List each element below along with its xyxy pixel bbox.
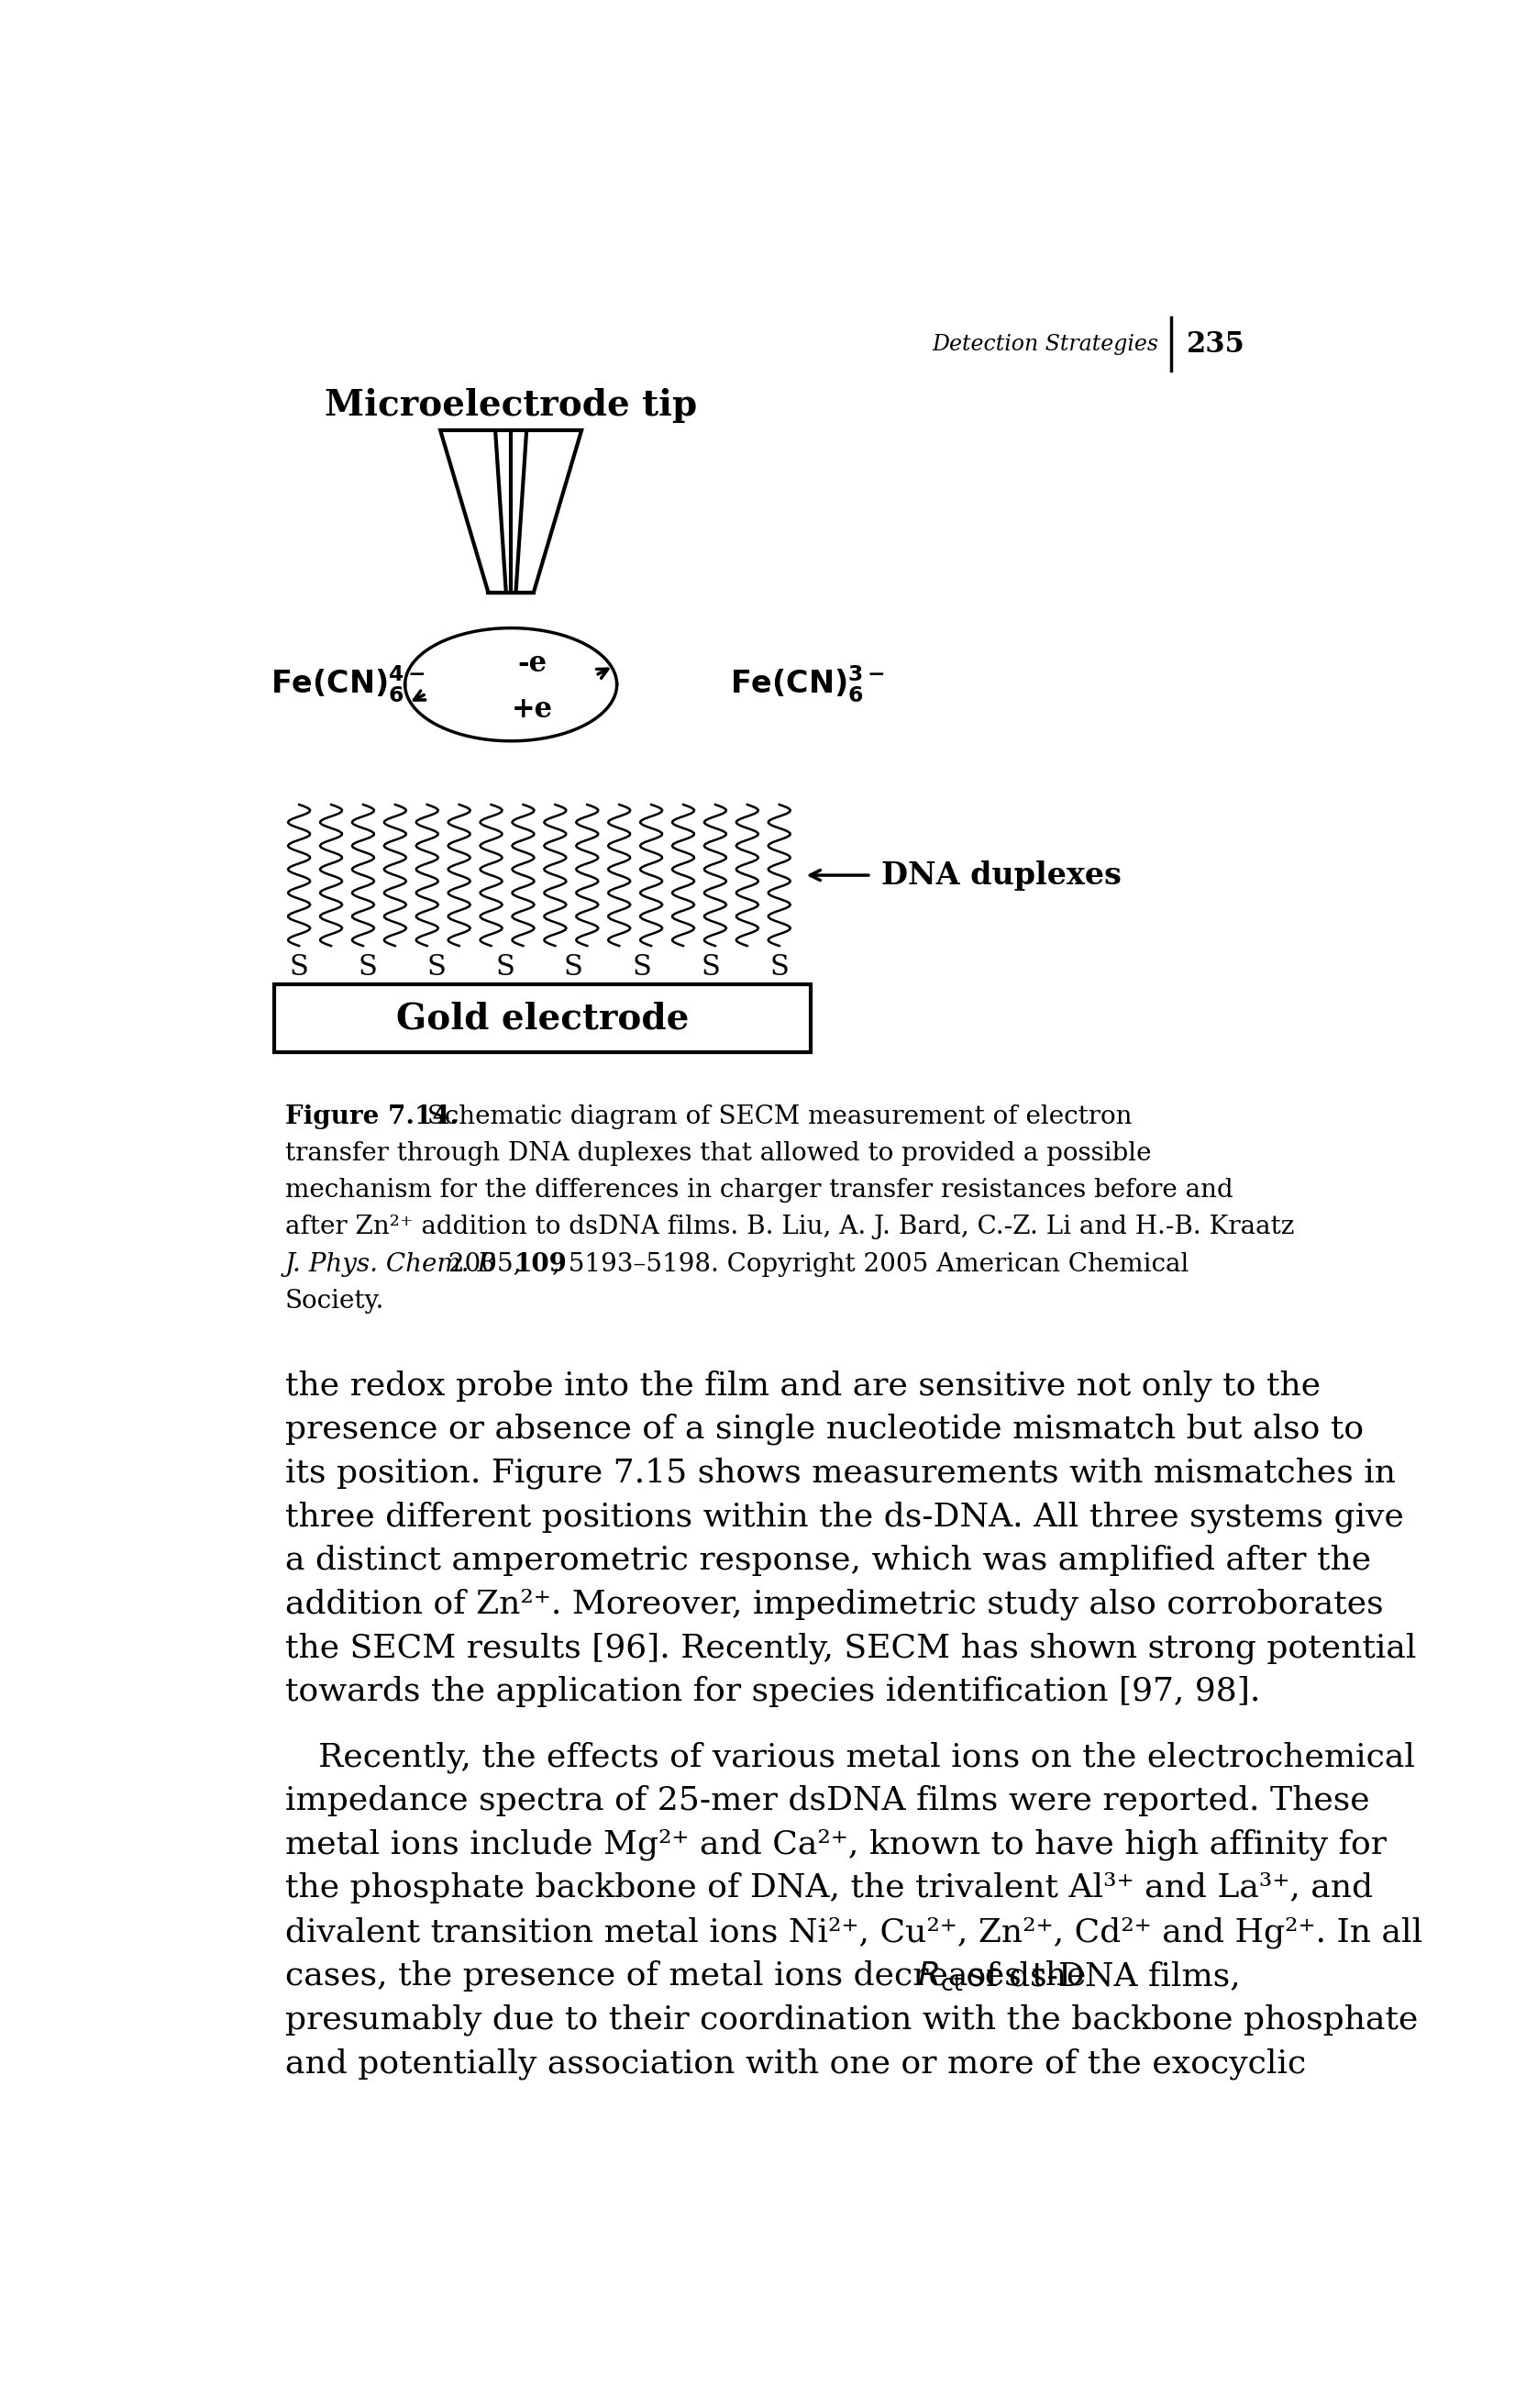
Text: S: S	[564, 954, 583, 982]
Text: mechanism for the differences in charger transfer resistances before and: mechanism for the differences in charger…	[285, 1178, 1233, 1204]
Text: Schematic diagram of SECM measurement of electron: Schematic diagram of SECM measurement of…	[411, 1105, 1132, 1129]
Text: Detection Strategies: Detection Strategies	[932, 332, 1159, 354]
Text: $R_{\rm ct}$: $R_{\rm ct}$	[917, 1960, 964, 1991]
Text: and potentially association with one or more of the exocyclic: and potentially association with one or …	[285, 2047, 1306, 2081]
Text: $\mathbf{Fe(CN)_6^{4-}}$: $\mathbf{Fe(CN)_6^{4-}}$	[271, 665, 426, 706]
Text: the SECM results [96]. Recently, SECM has shown strong potential: the SECM results [96]. Recently, SECM ha…	[285, 1633, 1417, 1664]
Text: metal ions include Mg²⁺ and Ca²⁺, known to have high affinity for: metal ions include Mg²⁺ and Ca²⁺, known …	[285, 1828, 1386, 1861]
Text: the phosphate backbone of DNA, the trivalent Al³⁺ and La³⁺, and: the phosphate backbone of DNA, the triva…	[285, 1873, 1373, 1905]
Text: Recently, the effects of various metal ions on the electrochemical: Recently, the effects of various metal i…	[285, 1741, 1415, 1772]
Text: S: S	[701, 954, 720, 982]
Text: addition of Zn²⁺. Moreover, impedimetric study also corroborates: addition of Zn²⁺. Moreover, impedimetric…	[285, 1589, 1383, 1621]
Text: Figure 7.14.: Figure 7.14.	[285, 1105, 459, 1129]
Text: cases, the presence of metal ions decreases the: cases, the presence of metal ions decrea…	[285, 1960, 1097, 1991]
Text: , 5193–5198. Copyright 2005 American Chemical: , 5193–5198. Copyright 2005 American Che…	[551, 1252, 1189, 1276]
Text: 109: 109	[514, 1252, 567, 1276]
Text: Society.: Society.	[285, 1288, 385, 1312]
Text: DNA duplexes: DNA duplexes	[882, 860, 1121, 891]
Text: S: S	[495, 954, 515, 982]
Bar	[274, 985, 811, 1052]
Text: Microelectrode tip: Microelectrode tip	[324, 388, 697, 424]
Text: of ds-DNA films,: of ds-DNA films,	[956, 1960, 1241, 1991]
Text: after Zn²⁺ addition to dsDNA films. B. Liu, A. J. Bard, C.-Z. Li and H.-B. Kraat: after Zn²⁺ addition to dsDNA films. B. L…	[285, 1216, 1294, 1240]
Text: presence or absence of a single nucleotide mismatch but also to: presence or absence of a single nucleoti…	[285, 1413, 1364, 1445]
Text: S: S	[358, 954, 377, 982]
Text: its position. Figure 7.15 shows measurements with mismatches in: its position. Figure 7.15 shows measurem…	[285, 1457, 1395, 1488]
Text: three different positions within the ds-DNA. All three systems give: three different positions within the ds-…	[285, 1500, 1404, 1534]
Text: 2005,: 2005,	[441, 1252, 530, 1276]
Text: J. Phys. Chem. B: J. Phys. Chem. B	[285, 1252, 497, 1276]
Text: Gold electrode: Gold electrode	[397, 1002, 689, 1035]
Text: S: S	[289, 954, 309, 982]
Polygon shape	[441, 431, 582, 592]
Text: S: S	[632, 954, 651, 982]
Text: 235: 235	[1186, 330, 1245, 359]
Text: towards the application for species identification [97, 98].: towards the application for species iden…	[285, 1676, 1260, 1707]
Text: a distinct amperometric response, which was amplified after the: a distinct amperometric response, which …	[285, 1546, 1371, 1575]
Text: +e: +e	[512, 696, 553, 722]
Text: S: S	[427, 954, 445, 982]
Text: divalent transition metal ions Ni²⁺, Cu²⁺, Zn²⁺, Cd²⁺ and Hg²⁺. In all: divalent transition metal ions Ni²⁺, Cu²…	[285, 1917, 1423, 1948]
Text: transfer through DNA duplexes that allowed to provided a possible: transfer through DNA duplexes that allow…	[285, 1141, 1151, 1165]
Text: impedance spectra of 25-mer dsDNA films were reported. These: impedance spectra of 25-mer dsDNA films …	[285, 1784, 1370, 1816]
Text: presumably due to their coordination with the backbone phosphate: presumably due to their coordination wit…	[285, 2003, 1418, 2035]
Text: the redox probe into the film and are sensitive not only to the: the redox probe into the film and are se…	[285, 1370, 1321, 1401]
Text: $\mathbf{Fe(CN)_6^{3-}}$: $\mathbf{Fe(CN)_6^{3-}}$	[730, 665, 885, 706]
Text: -e: -e	[518, 650, 547, 677]
Text: S: S	[770, 954, 789, 982]
